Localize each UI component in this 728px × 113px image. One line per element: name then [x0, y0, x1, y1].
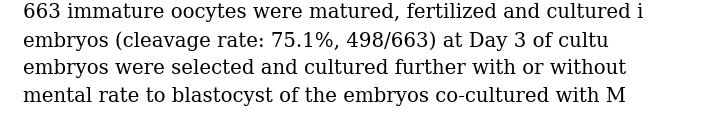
Text: embryos (cleavage rate: 75.1%, 498/663) at Day 3 of cultu: embryos (cleavage rate: 75.1%, 498/663) … [23, 31, 609, 51]
Text: 663 immature oocytes were matured, fertilized and cultured i: 663 immature oocytes were matured, ferti… [23, 3, 644, 22]
Text: mental rate to blastocyst of the embryos co-cultured with M: mental rate to blastocyst of the embryos… [23, 86, 626, 105]
Text: embryos were selected and cultured further with or without: embryos were selected and cultured furth… [23, 59, 627, 78]
